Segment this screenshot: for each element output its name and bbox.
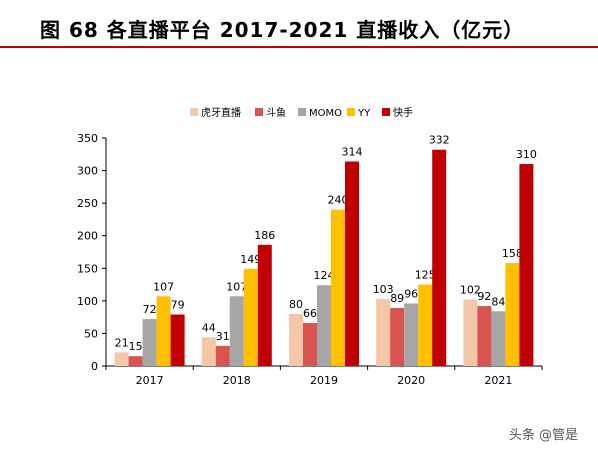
data-label: 79: [171, 299, 185, 312]
bar: [243, 268, 258, 366]
legend-swatch: [190, 108, 198, 116]
bar: [432, 149, 447, 366]
data-label: 314: [342, 145, 363, 158]
data-label: 158: [502, 247, 523, 260]
bar: [142, 319, 157, 366]
bar: [289, 313, 303, 366]
bar: [215, 345, 230, 366]
legend-label: YY: [357, 108, 371, 119]
x-tick-label: 2017: [136, 374, 164, 387]
bar: [170, 314, 185, 366]
y-tick-label: 50: [84, 327, 98, 340]
data-label: 149: [240, 253, 261, 266]
x-tick-label: 2018: [223, 374, 251, 387]
legend-swatch: [382, 108, 390, 116]
bar: [477, 306, 492, 366]
data-label: 31: [216, 330, 230, 343]
data-label: 96: [404, 287, 418, 300]
bar: [317, 285, 331, 366]
legend-label: 斗鱼: [266, 106, 286, 119]
data-label: 21: [115, 336, 129, 349]
y-tick-label: 250: [77, 197, 98, 210]
data-label: 80: [289, 298, 303, 311]
data-label: 44: [202, 321, 216, 334]
data-label: 186: [254, 229, 275, 242]
data-label: 107: [226, 280, 247, 293]
bar: [257, 244, 272, 366]
legend-swatch: [255, 108, 263, 116]
bar: [418, 284, 433, 366]
data-label: 84: [491, 295, 505, 308]
data-label: 72: [143, 303, 157, 316]
y-tick-label: 100: [77, 295, 98, 308]
bar: [491, 311, 506, 366]
data-label: 102: [460, 284, 481, 297]
bar: [331, 209, 345, 366]
y-tick-label: 150: [77, 262, 98, 275]
data-label: 89: [390, 292, 404, 305]
legend-label: MOMO: [309, 108, 342, 119]
bar: [156, 296, 171, 366]
data-label: 310: [516, 148, 537, 161]
bar: [229, 296, 244, 366]
watermark-text: 头条 @管是: [508, 428, 578, 443]
y-tick-label: 300: [77, 165, 98, 178]
bar: [390, 308, 405, 366]
data-label: 66: [303, 307, 317, 320]
bar: [463, 299, 478, 366]
page-title: 图 68 各直播平台 2017-2021 直播收入（亿元）: [40, 18, 525, 42]
data-label: 107: [153, 280, 174, 293]
bar: [376, 298, 391, 366]
data-label: 92: [477, 290, 491, 303]
bar: [128, 356, 143, 366]
y-tick-label: 0: [91, 360, 98, 373]
data-label: 103: [373, 283, 394, 296]
data-label: 240: [328, 194, 349, 207]
bar: [345, 161, 359, 366]
title-divider: [0, 46, 598, 48]
y-tick-label: 350: [77, 132, 98, 145]
x-tick-label: 2019: [310, 374, 338, 387]
bar: [519, 164, 534, 366]
legend-label: 快手: [393, 106, 413, 119]
bar: [201, 337, 216, 366]
legend-swatch: [298, 108, 306, 116]
y-tick-label: 200: [77, 230, 98, 243]
data-label: 332: [429, 134, 450, 147]
legend-swatch: [347, 108, 355, 116]
bar: [505, 263, 520, 366]
bar: [114, 352, 129, 366]
title-bar: 图 68 各直播平台 2017-2021 直播收入（亿元）: [0, 0, 598, 50]
data-label: 15: [129, 340, 143, 353]
data-label: 125: [415, 269, 436, 282]
legend-label: 虎牙直播: [201, 106, 241, 119]
bar: [404, 303, 419, 366]
bar: [303, 323, 317, 366]
x-tick-label: 2021: [484, 374, 512, 387]
data-label: 124: [314, 269, 335, 282]
x-tick-label: 2020: [397, 374, 425, 387]
